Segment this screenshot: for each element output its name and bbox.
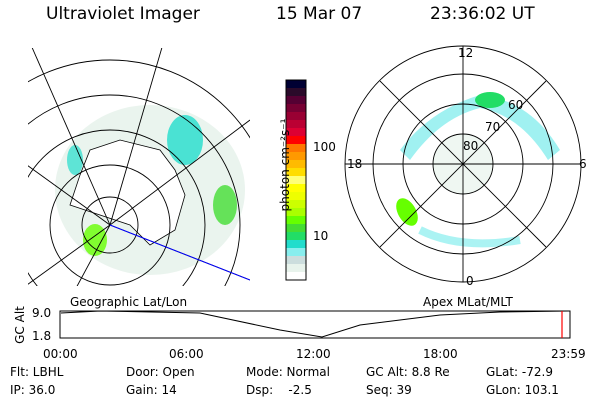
colorbar-frame	[285, 79, 307, 281]
colorbar-band	[286, 120, 306, 129]
colorbar-band	[286, 240, 306, 249]
colorbar-band	[286, 96, 306, 105]
colorbar-band	[286, 88, 306, 97]
colorbar	[285, 79, 307, 281]
colorbar-band	[286, 264, 306, 273]
colorbar-band	[286, 256, 306, 265]
status-gain: Gain: 14	[126, 383, 177, 397]
altitude-xtick: 12:00	[296, 347, 331, 361]
status-seq: Seq: 39	[366, 383, 412, 397]
status-glat: GLat: -72.9	[486, 365, 553, 379]
colorbar-band	[286, 272, 306, 281]
status-gc-alt: GC Alt: 8.8 Re	[366, 365, 450, 379]
status-ip: IP: 36.0	[10, 383, 56, 397]
terminator-line	[109, 224, 250, 281]
aurora-patch	[396, 198, 418, 226]
colorbar-band	[286, 112, 306, 121]
altitude-xtick: 00:00	[43, 347, 78, 361]
aurora-patch	[213, 185, 237, 225]
colorbar-band	[286, 176, 306, 185]
apex-map	[344, 45, 582, 283]
aurora-patch	[67, 145, 83, 175]
altitude-xtick: 06:00	[169, 347, 204, 361]
mlt-label-12: 12	[458, 46, 474, 60]
status-filter: Flt: LBHL	[10, 365, 64, 379]
apex-label: Apex MLat/MLT	[423, 295, 513, 309]
colorbar-band	[286, 136, 306, 145]
aurora-patch	[167, 115, 203, 165]
instrument-title: Ultraviolet Imager	[46, 4, 200, 24]
mlat-label-70: 70	[485, 120, 501, 134]
geographic-label: Geographic Lat/Lon	[70, 295, 188, 309]
colorbar-band	[286, 168, 306, 177]
status-dsp: Dsp: -2.5	[246, 383, 312, 397]
mlat-label-60: 60	[508, 98, 524, 112]
altitude-ylabel: GC Alt	[13, 306, 27, 344]
colorbar-band	[286, 208, 306, 217]
colorbar-band	[286, 144, 306, 153]
time-label: 23:36:02 UT	[430, 4, 535, 24]
mlt-label-18: 18	[347, 157, 363, 171]
colorbar-tick-10: 10	[313, 229, 329, 243]
status-glon: GLon: 103.1	[486, 383, 559, 397]
colorbar-band	[286, 152, 306, 161]
colorbar-band	[286, 224, 306, 233]
altitude-xtick: 23:59	[551, 347, 586, 361]
colorbar-band	[286, 248, 306, 257]
mlt-label-6: 6	[579, 157, 587, 171]
altitude-curve	[60, 310, 569, 338]
mlat-label-80: 80	[463, 139, 479, 153]
altitude-plot	[59, 310, 571, 339]
colorbar-band	[286, 232, 306, 241]
status-mode: Mode: Normal	[246, 365, 330, 379]
auroral-oval	[400, 95, 560, 160]
altitude-xtick: 18:00	[423, 347, 458, 361]
geographic-map	[28, 48, 250, 286]
colorbar-tick-100: 100	[313, 140, 336, 154]
colorbar-band	[286, 216, 306, 225]
colorbar-band	[286, 160, 306, 169]
date-label: 15 Mar 07	[276, 4, 363, 24]
altitude-ytick: 1.8	[32, 329, 52, 343]
mlt-label-0: 0	[466, 274, 474, 288]
status-door: Door: Open	[126, 365, 195, 379]
colorbar-band	[286, 184, 306, 193]
colorbar-band	[286, 104, 306, 113]
colorbar-band	[286, 200, 306, 209]
colorbar-label: photon cm⁻²s⁻¹	[278, 118, 292, 212]
aurora-patch	[475, 92, 505, 108]
altitude-ytick: 9.0	[32, 306, 52, 320]
colorbar-band	[286, 192, 306, 201]
colorbar-band	[286, 80, 306, 89]
colorbar-band	[286, 128, 306, 137]
